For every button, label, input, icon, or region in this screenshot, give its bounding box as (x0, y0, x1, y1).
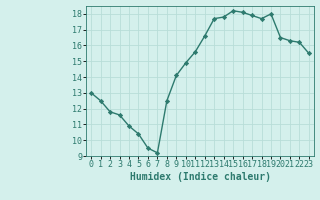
X-axis label: Humidex (Indice chaleur): Humidex (Indice chaleur) (130, 172, 270, 182)
